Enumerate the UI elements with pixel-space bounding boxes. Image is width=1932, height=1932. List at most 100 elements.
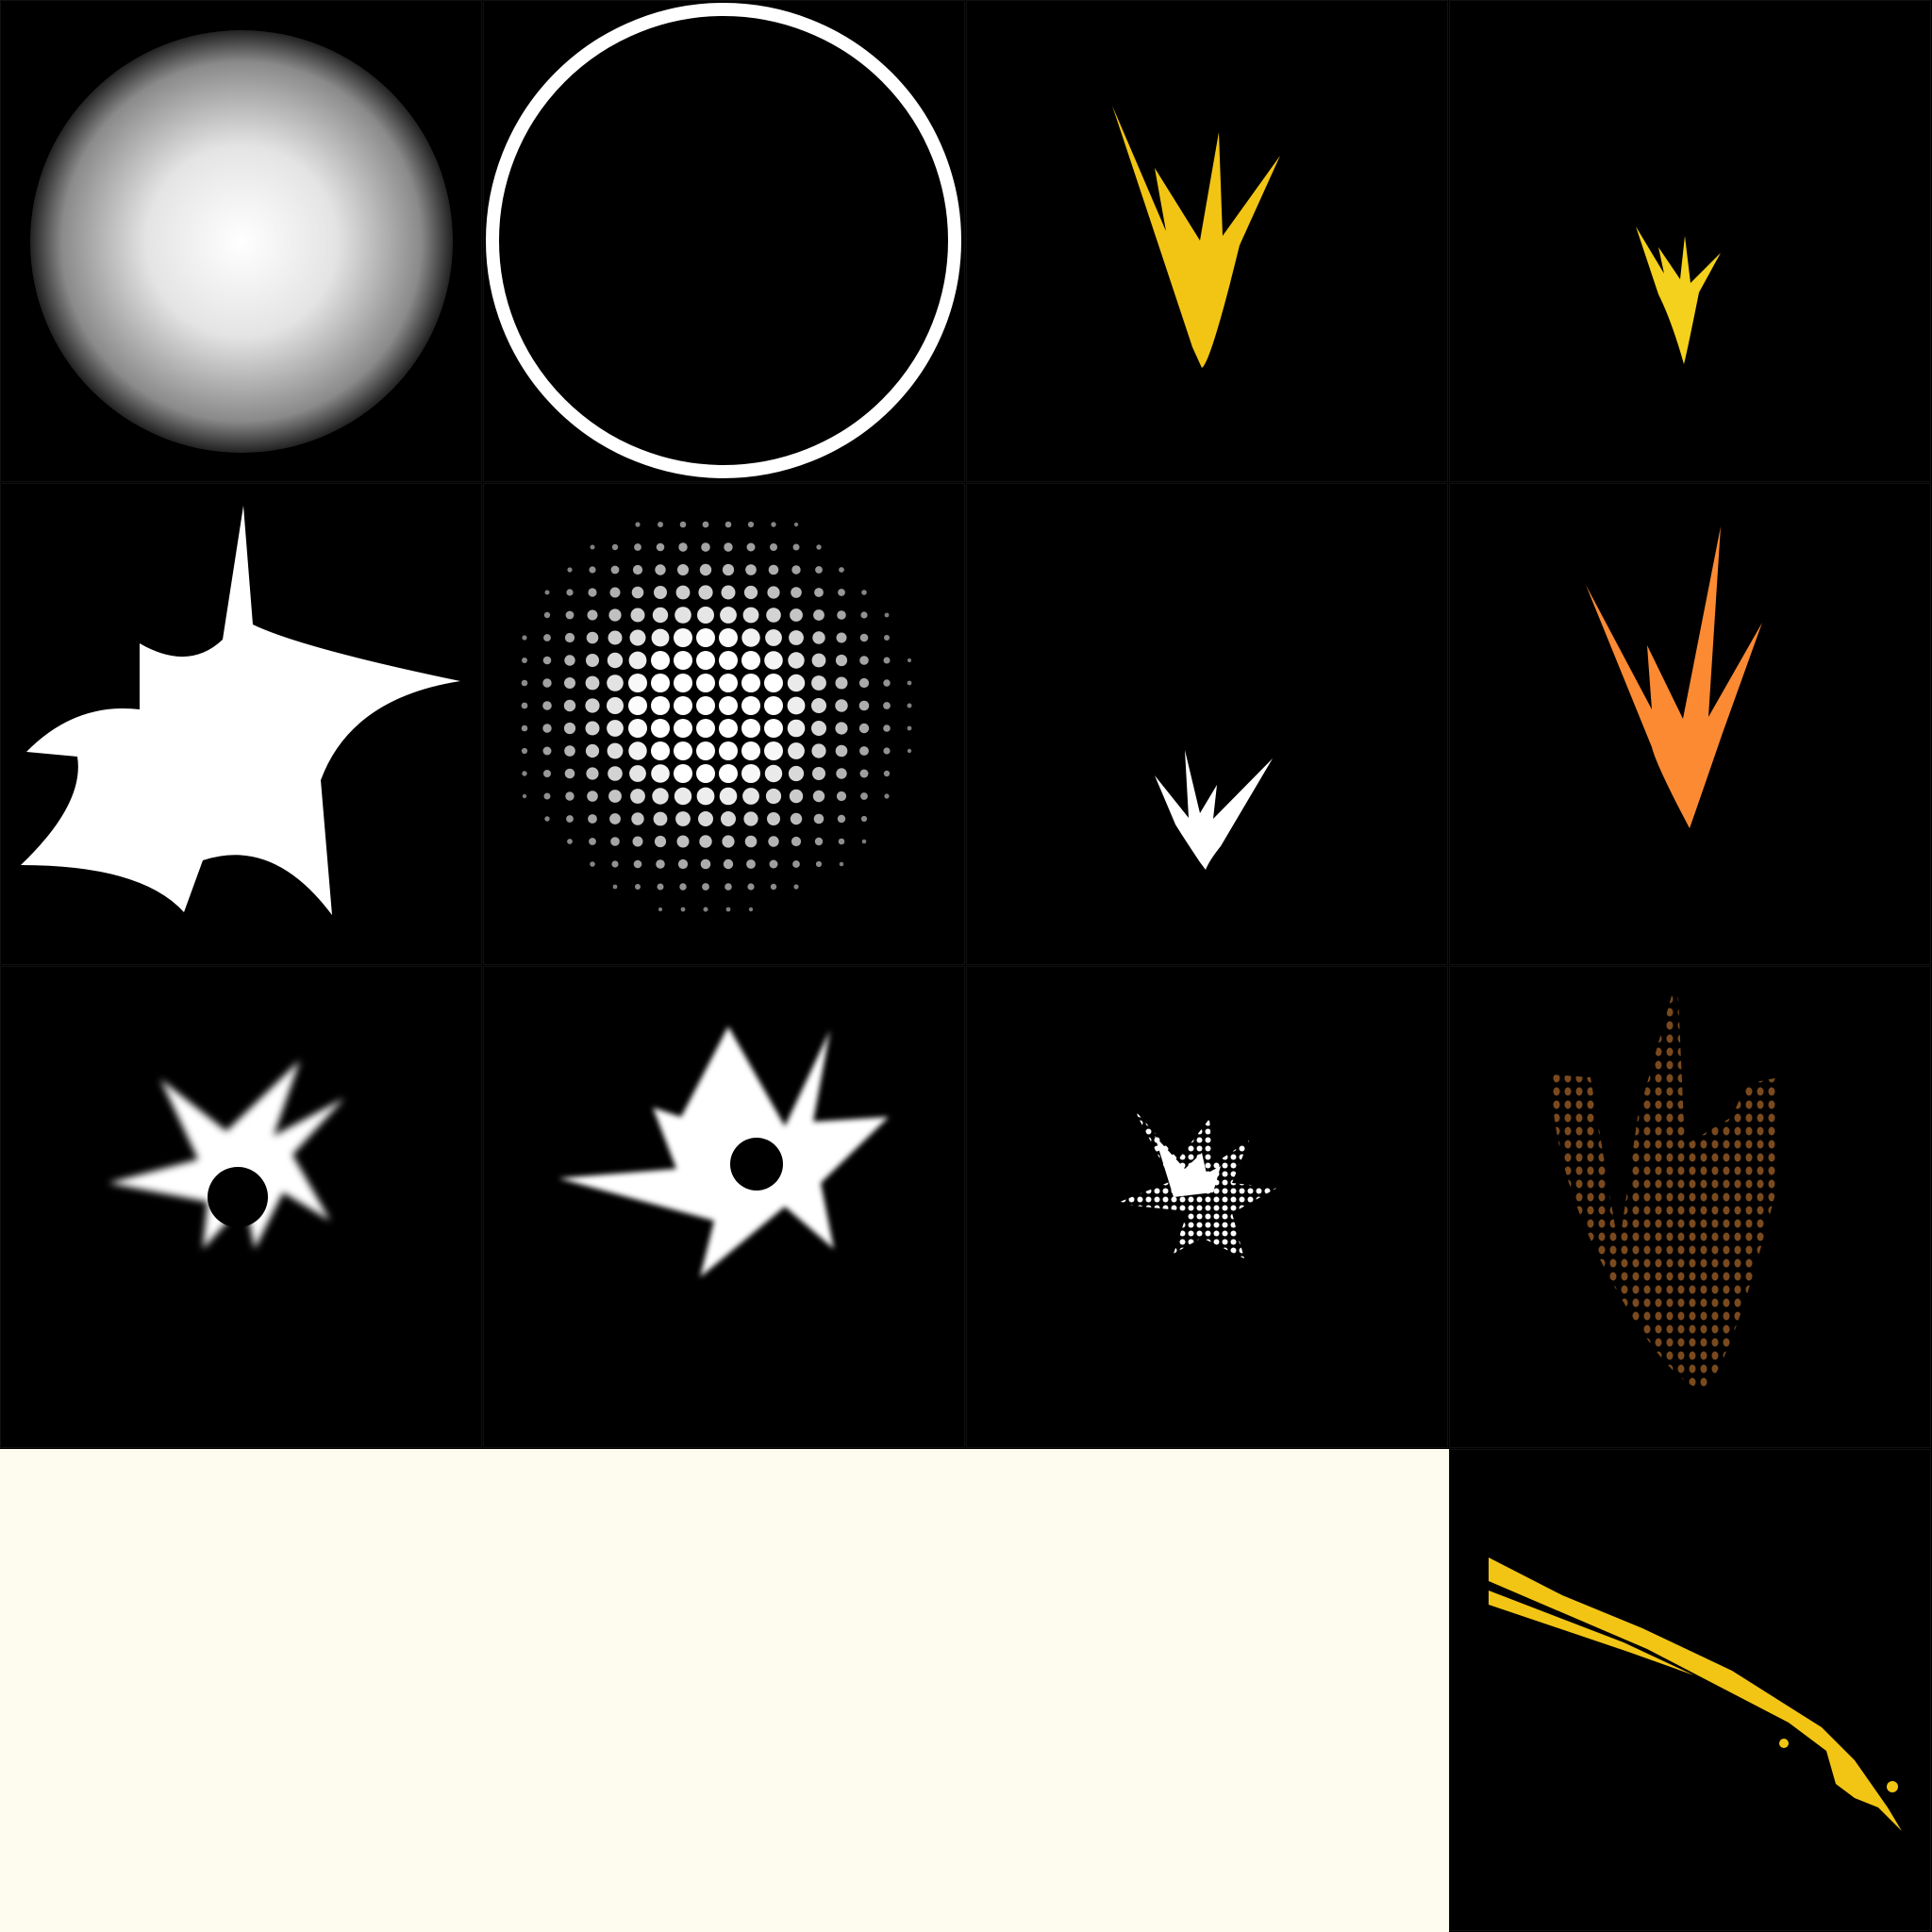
halftone-dot bbox=[543, 634, 551, 641]
halftone-dot bbox=[771, 522, 776, 527]
halftone-dot bbox=[651, 741, 670, 760]
halftone-dot bbox=[907, 680, 912, 686]
halftone-dot bbox=[586, 654, 599, 667]
halftone-dot bbox=[675, 607, 691, 624]
halftone-dot bbox=[836, 791, 847, 802]
halftone-dot bbox=[748, 907, 754, 912]
halftone-dot bbox=[674, 696, 692, 715]
halftone-dot bbox=[658, 522, 663, 527]
halftone-dot bbox=[764, 764, 783, 783]
halftone-dot bbox=[696, 741, 715, 760]
halftone-dot bbox=[836, 632, 847, 643]
halftone-dot bbox=[521, 747, 528, 755]
halftone-dot bbox=[609, 813, 621, 824]
halftone-dot bbox=[860, 815, 868, 823]
halftone-dot bbox=[787, 696, 806, 715]
halftone-dot bbox=[764, 719, 783, 738]
halftone-star-burst-icon bbox=[1115, 1109, 1277, 1258]
halftone-dot bbox=[724, 883, 732, 891]
halftone-dot bbox=[589, 838, 596, 845]
halftone-dot bbox=[679, 883, 687, 891]
halftone-dot bbox=[741, 651, 760, 670]
halftone-dot bbox=[719, 787, 738, 806]
blurred-star-burst-icon bbox=[108, 1060, 344, 1249]
tile-soft-glow bbox=[0, 0, 482, 482]
halftone-dot bbox=[543, 792, 551, 800]
halftone-dot bbox=[858, 723, 870, 734]
halftone-dot bbox=[696, 674, 715, 692]
halftone-dot bbox=[812, 790, 825, 803]
halftone-dot bbox=[742, 607, 759, 624]
halftone-dot bbox=[522, 658, 527, 663]
halftone-dot bbox=[811, 721, 826, 736]
halftone-dot bbox=[611, 860, 619, 868]
halftone-dot bbox=[590, 544, 595, 550]
halftone-dot bbox=[542, 701, 552, 710]
halftone-dot bbox=[654, 586, 667, 599]
halftone-dot bbox=[907, 658, 912, 663]
halftone-dot bbox=[674, 741, 692, 760]
tile-halftone-orange-flame bbox=[1449, 966, 1931, 1448]
halftone-dot bbox=[674, 651, 692, 670]
halftone-dot bbox=[793, 522, 799, 527]
soft-glow-sphere-icon bbox=[30, 30, 453, 453]
halftone-dot bbox=[860, 611, 868, 619]
halftone-dot bbox=[634, 543, 641, 551]
halftone-dot bbox=[588, 588, 597, 597]
small-white-flame-burst-icon bbox=[1155, 750, 1273, 870]
halftone-dot bbox=[567, 567, 573, 573]
tile-large-blurred-star bbox=[483, 966, 965, 1448]
halftone-dot bbox=[724, 521, 732, 528]
halftone-dot bbox=[696, 628, 715, 647]
halftone-dot bbox=[674, 787, 692, 806]
halftone-dot bbox=[652, 788, 669, 805]
halftone-dot bbox=[657, 883, 664, 891]
halftone-dot bbox=[764, 741, 783, 760]
halftone-dot bbox=[696, 787, 715, 806]
halftone-dot bbox=[700, 858, 711, 870]
halftone-dot bbox=[719, 719, 738, 738]
halftone-dot bbox=[859, 656, 869, 665]
halftone-dot bbox=[770, 883, 777, 891]
halftone-dot bbox=[675, 811, 691, 826]
halftone-dot bbox=[719, 674, 738, 692]
halftone-dot bbox=[835, 722, 848, 735]
halftone-dot bbox=[696, 696, 715, 715]
halftone-dot bbox=[788, 652, 805, 669]
halftone-dot bbox=[585, 721, 600, 736]
halftone-dot bbox=[566, 589, 574, 596]
halftone-dot bbox=[719, 651, 738, 670]
halftone-dot bbox=[696, 764, 715, 783]
halftone-dot bbox=[701, 542, 710, 552]
halftone-dot bbox=[543, 770, 551, 777]
halftone-dot bbox=[610, 837, 620, 846]
halftone-dot bbox=[702, 521, 709, 528]
halftone-dot bbox=[861, 839, 867, 844]
halftone-dot bbox=[564, 745, 575, 757]
halftone-dot bbox=[628, 651, 647, 670]
halftone-dot bbox=[789, 789, 804, 804]
halftone-dot bbox=[768, 564, 779, 575]
halftone-dot bbox=[542, 656, 552, 665]
halftone-dot bbox=[651, 764, 670, 783]
halftone-dot bbox=[747, 521, 755, 528]
halftone-dot bbox=[678, 542, 688, 552]
halftone-dot bbox=[680, 907, 686, 912]
halftone-dot bbox=[633, 859, 642, 869]
halftone-dot bbox=[884, 793, 890, 799]
halftone-dot bbox=[907, 703, 912, 708]
halftone-dot bbox=[790, 812, 803, 825]
halftone-dot bbox=[884, 612, 890, 618]
halftone-dot bbox=[811, 698, 826, 713]
halftone-dot bbox=[722, 563, 735, 576]
halftone-dot bbox=[628, 674, 647, 692]
halftone-dot bbox=[764, 651, 783, 670]
halftone-dot bbox=[768, 836, 779, 847]
halftone-dot bbox=[699, 835, 712, 848]
halftone-dot bbox=[677, 564, 689, 575]
halftone-dot bbox=[696, 719, 715, 738]
halftone-dot bbox=[698, 585, 713, 600]
halftone-dot bbox=[609, 587, 621, 598]
halftone-dot bbox=[747, 883, 755, 891]
halftone-dot bbox=[702, 883, 709, 891]
